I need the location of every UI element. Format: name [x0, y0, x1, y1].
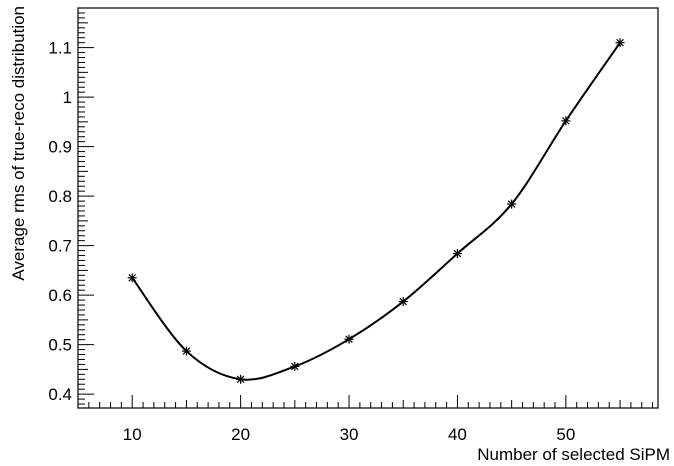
y-tick-label: 0.9 — [48, 138, 72, 157]
x-axis-ticks — [88, 395, 654, 408]
y-tick-label: 1.1 — [48, 39, 72, 58]
data-point-marker — [127, 273, 137, 283]
series-line — [131, 42, 621, 381]
data-point-marker — [615, 38, 625, 48]
data-point-marker — [507, 199, 517, 209]
x-tick-label: 20 — [231, 425, 250, 444]
data-point-marker — [181, 346, 191, 356]
x-axis-title: Number of selected SiPM — [477, 445, 670, 464]
plot-frame — [77, 7, 659, 409]
data-markers — [127, 38, 625, 384]
x-tick-label: 50 — [556, 425, 575, 444]
y-tick-label: 1 — [63, 88, 72, 107]
y-tick-label: 0.7 — [48, 237, 72, 256]
x-axis-tick-labels: 10 20 30 40 50 — [123, 425, 576, 444]
y-tick-label: 0.8 — [48, 187, 72, 206]
y-tick-label: 0.6 — [48, 286, 72, 305]
y-axis-ticks — [78, 7, 94, 405]
y-tick-label: 0.4 — [48, 385, 72, 404]
data-point-marker — [290, 361, 300, 371]
data-point-marker — [398, 297, 408, 307]
data-point-marker — [561, 116, 571, 126]
y-axis-title: Average rms of true-reco distribution — [9, 6, 28, 281]
y-axis-tick-labels: 0.4 0.5 0.6 0.7 0.8 0.9 1 1.1 — [48, 39, 72, 405]
data-point-marker — [452, 249, 462, 259]
y-tick-label: 0.5 — [48, 336, 72, 355]
x-tick-label: 40 — [448, 425, 467, 444]
x-tick-label: 10 — [123, 425, 142, 444]
data-point-marker — [236, 374, 246, 384]
data-point-marker — [344, 334, 354, 344]
x-tick-label: 30 — [340, 425, 359, 444]
